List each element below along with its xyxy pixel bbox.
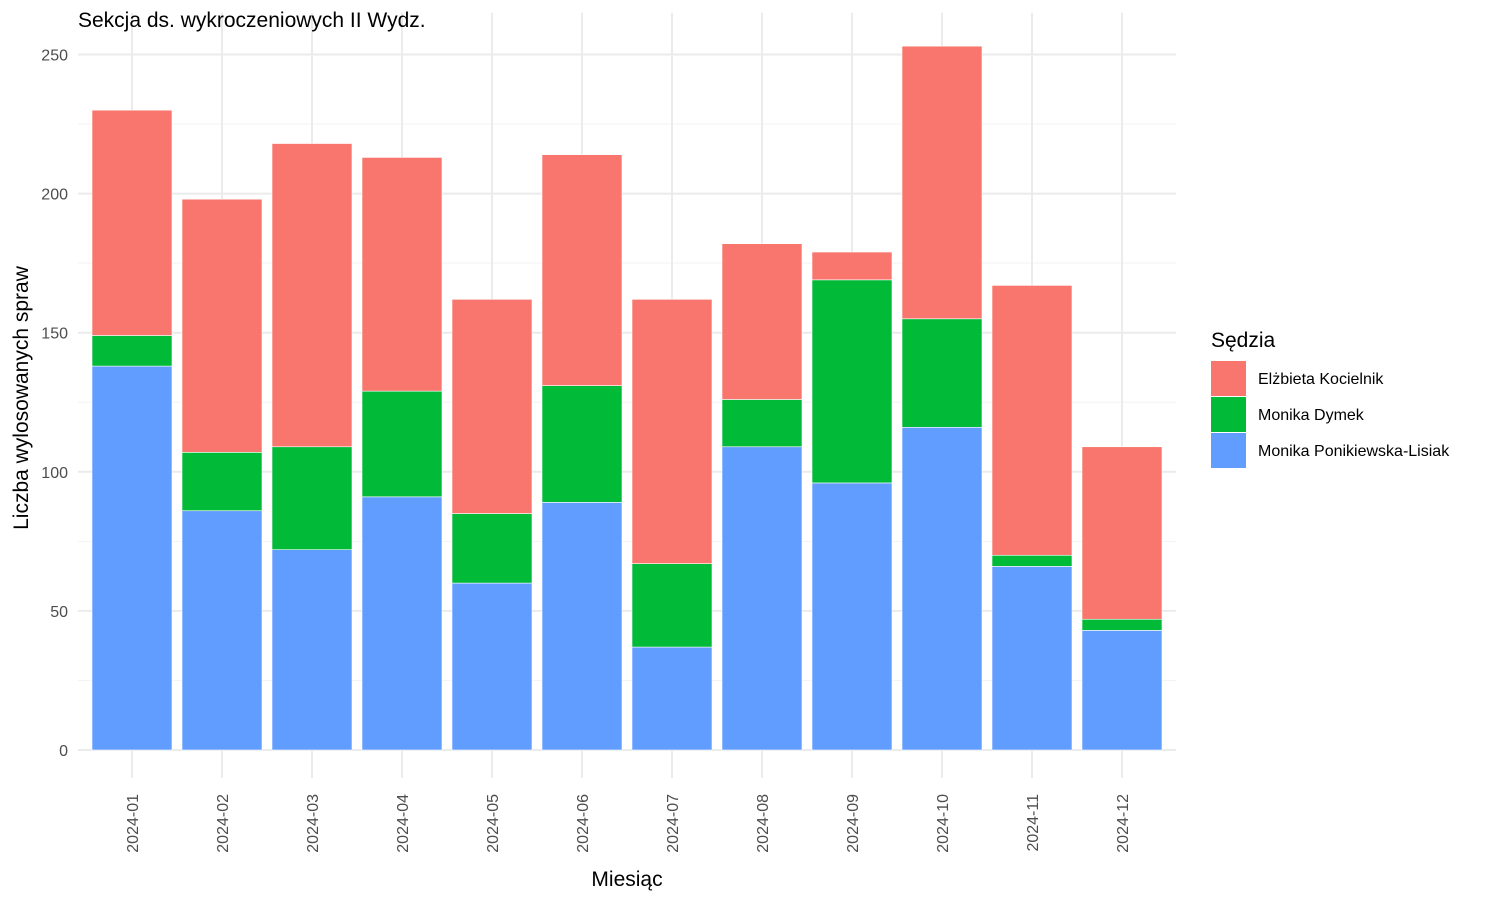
y-axis-ticks: 0 50 100 150 200 250 [41, 48, 68, 761]
x-tick-label: 2024-05 [485, 794, 502, 853]
bar-segment-2024-09-monika-ponikiewska-lisiak [811, 482, 893, 751]
bar-segment-2024-07-monika-ponikiewska-lisiak [631, 646, 713, 751]
bar-segment-2024-05-elzbieta-kocielnik [451, 299, 533, 514]
bar-segment-2024-10-elzbieta-kocielnik [901, 45, 983, 320]
bar-segment-2024-05-monika-ponikiewska-lisiak [451, 582, 533, 751]
legend-swatch-monika-dymek [1211, 397, 1246, 432]
bar-segment-2024-02-elzbieta-kocielnik [181, 198, 263, 453]
bar-segment-2024-04-monika-ponikiewska-lisiak [361, 496, 443, 751]
bar-segment-2024-11-monika-dymek [991, 554, 1073, 567]
x-tick-label: 2024-08 [755, 794, 772, 853]
bar-segment-2024-03-monika-dymek [271, 446, 353, 550]
x-tick-label: 2024-06 [575, 794, 592, 853]
bar-segment-2024-01-elzbieta-kocielnik [91, 109, 173, 336]
legend-label-elzbieta-kocielnik: Elżbieta Kocielnik [1258, 371, 1384, 388]
x-axis-title: Miesiąc [591, 868, 662, 891]
x-tick-label: 2024-03 [305, 794, 322, 853]
legend-label-monika-ponikiewska-lisiak: Monika Ponikiewska-Lisiak [1258, 443, 1450, 460]
y-tick-label: 0 [59, 743, 68, 760]
bar-segment-2024-06-monika-dymek [541, 385, 623, 503]
bar-segment-2024-01-monika-dymek [91, 335, 173, 367]
y-tick-label: 200 [41, 187, 68, 204]
x-tick-label: 2024-09 [845, 794, 862, 853]
bar-segment-2024-06-monika-ponikiewska-lisiak [541, 502, 623, 751]
bar-segment-2024-12-elzbieta-kocielnik [1081, 446, 1163, 620]
legend-swatch-elzbieta-kocielnik [1211, 361, 1246, 396]
bar-segment-2024-08-elzbieta-kocielnik [721, 243, 803, 400]
x-axis-ticks: 2024-01 2024-02 2024-03 2024-04 2024-05 2024-… [125, 794, 1132, 853]
y-tick-label: 100 [41, 465, 68, 482]
bar-segment-2024-10-monika-dymek [901, 318, 983, 428]
y-tick-label: 150 [41, 326, 68, 343]
bar-segment-2024-08-monika-dymek [721, 399, 803, 448]
legend-swatch-monika-ponikiewska-lisiak [1211, 433, 1246, 468]
bar-segment-2024-07-monika-dymek [631, 563, 713, 648]
bars [91, 45, 1163, 751]
y-tick-label: 250 [41, 48, 68, 65]
bar-segment-2024-04-monika-dymek [361, 390, 443, 498]
y-axis-title: Liczba wylosowanych spraw [10, 265, 33, 530]
x-tick-label: 2024-01 [125, 794, 142, 853]
bar-segment-2024-03-monika-ponikiewska-lisiak [271, 549, 353, 751]
bar-segment-2024-05-monika-dymek [451, 513, 533, 584]
bar-segment-2024-09-elzbieta-kocielnik [811, 251, 893, 281]
x-tick-label: 2024-02 [215, 794, 232, 853]
chart-title: Sekcja ds. wykroczeniowych II Wydz. [78, 9, 426, 32]
bar-segment-2024-11-elzbieta-kocielnik [991, 285, 1073, 556]
x-tick-label: 2024-07 [665, 794, 682, 853]
x-tick-label: 2024-12 [1115, 794, 1132, 853]
bar-segment-2024-12-monika-dymek [1081, 618, 1163, 631]
bar-segment-2024-02-monika-ponikiewska-lisiak [181, 510, 263, 751]
legend-title: Sędzia [1211, 329, 1276, 352]
x-tick-label: 2024-10 [935, 794, 952, 853]
bar-segment-2024-09-monika-dymek [811, 279, 893, 484]
bar-segment-2024-02-monika-dymek [181, 452, 263, 512]
bar-segment-2024-03-elzbieta-kocielnik [271, 143, 353, 448]
legend: Sędzia Elżbieta Kocielnik Monika Dymek Mon… [1211, 329, 1450, 468]
bar-segment-2024-01-monika-ponikiewska-lisiak [91, 365, 173, 751]
y-tick-label: 50 [50, 604, 68, 621]
x-tick-label: 2024-11 [1025, 794, 1042, 852]
bar-segment-2024-06-elzbieta-kocielnik [541, 154, 623, 386]
bar-segment-2024-11-monika-ponikiewska-lisiak [991, 566, 1073, 751]
x-tick-label: 2024-04 [395, 794, 412, 853]
bar-segment-2024-10-monika-ponikiewska-lisiak [901, 426, 983, 751]
bar-segment-2024-08-monika-ponikiewska-lisiak [721, 446, 803, 751]
bar-segment-2024-12-monika-ponikiewska-lisiak [1081, 630, 1163, 751]
bar-segment-2024-04-elzbieta-kocielnik [361, 157, 443, 392]
bar-segment-2024-07-elzbieta-kocielnik [631, 299, 713, 564]
legend-label-monika-dymek: Monika Dymek [1258, 407, 1365, 424]
